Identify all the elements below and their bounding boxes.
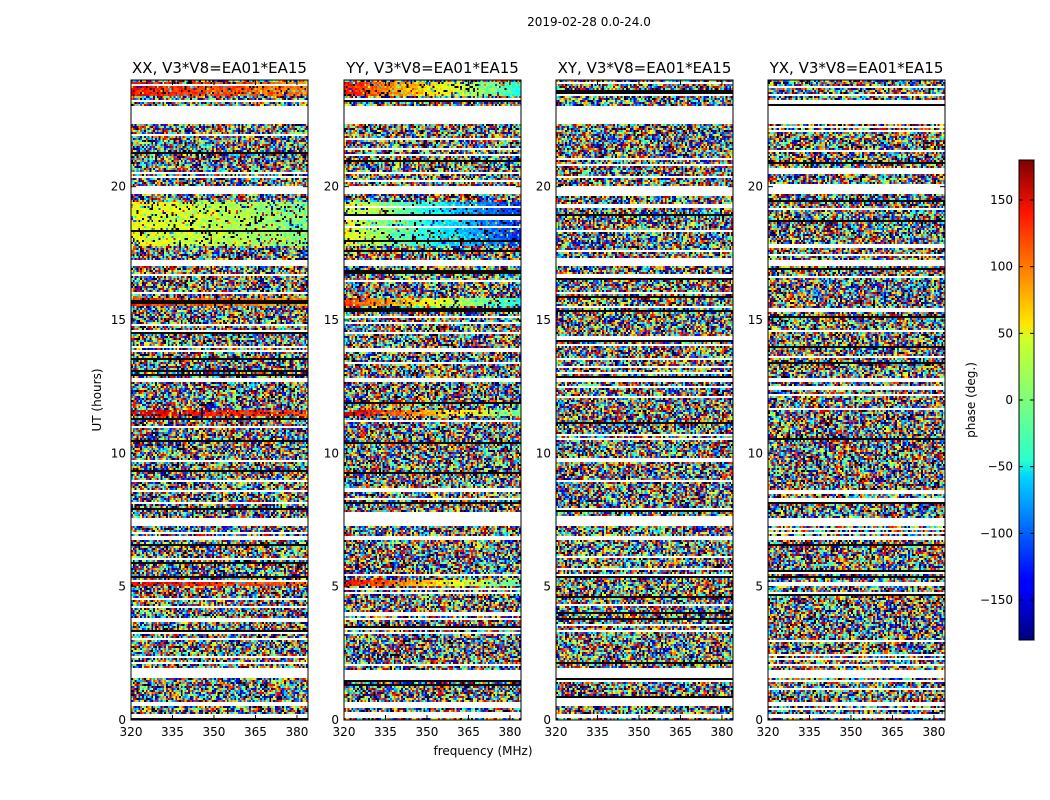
x-tick-label: 380 [710, 725, 733, 739]
panel-yy: YY, V3*V8=EA01*EA15 0 5 10 15 20 320 335 350 365 3… [324, 59, 522, 739]
y-tick-label: 10 [536, 446, 551, 460]
x-tick-label: 335 [798, 725, 821, 739]
heatmap-image [131, 80, 308, 720]
x-tick-label: 365 [457, 725, 480, 739]
panel-title: XY, V3*V8=EA01*EA15 [558, 59, 732, 77]
y-tick-label: 10 [748, 446, 763, 460]
colorbar-tick-label: −50 [988, 460, 1013, 474]
y-tick-label: 20 [748, 180, 763, 194]
x-tick-label: 320 [545, 725, 568, 739]
colorbar-tick-label: 0 [1005, 393, 1013, 407]
panel-frame [343, 79, 522, 721]
heatmap-image [768, 80, 945, 720]
y-tick-label: 0 [331, 713, 339, 727]
y-tick-label: 0 [118, 713, 126, 727]
y-tick-label: 5 [331, 580, 339, 594]
x-tick-label: 365 [669, 725, 692, 739]
x-tick-label: 365 [244, 725, 267, 739]
x-tick-label: 320 [757, 725, 780, 739]
x-tick-label: 365 [881, 725, 904, 739]
x-tick-label: 350 [840, 725, 863, 739]
panel-title: YX, V3*V8=EA01*EA15 [769, 59, 944, 77]
x-tick-label: 350 [628, 725, 651, 739]
panel-frame [767, 79, 946, 721]
y-tick-label: 15 [111, 313, 126, 327]
x-tick-label: 350 [416, 725, 439, 739]
y-tick-label: 20 [111, 180, 126, 194]
colorbar-ticks: 150 100 50 0 −50 −100 −150 [980, 193, 1034, 607]
heatmap-panels: XX, V3*V8=EA01*EA15 0 5 10 15 20 320 335 350 365 3… [111, 59, 946, 739]
panel-frame [555, 79, 734, 721]
heatmap-image [344, 80, 521, 720]
x-tick-label: 335 [374, 725, 397, 739]
panel-title: YY, V3*V8=EA01*EA15 [345, 59, 519, 77]
y-tick-label: 15 [536, 313, 551, 327]
y-tick-label: 10 [111, 446, 126, 460]
x-tick-label: 380 [498, 725, 521, 739]
colorbar-tick-label: 100 [990, 260, 1013, 274]
x-tick-label: 335 [586, 725, 609, 739]
x-tick-label: 380 [922, 725, 945, 739]
panel-xx: XX, V3*V8=EA01*EA15 0 5 10 15 20 320 335 350 365 3… [111, 59, 309, 739]
y-tick-label: 5 [755, 580, 763, 594]
colorbar-tick-label: 150 [990, 193, 1013, 207]
y-tick-label: 5 [118, 580, 126, 594]
x-tick-label: 320 [333, 725, 356, 739]
x-tick-label: 320 [120, 725, 143, 739]
y-tick-label: 20 [536, 180, 551, 194]
y-axis-label: UT (hours) [90, 368, 104, 431]
colorbar-tick-label: −100 [980, 526, 1013, 540]
y-tick-label: 0 [543, 713, 551, 727]
y-tick-label: 15 [748, 313, 763, 327]
x-tick-label: 350 [203, 725, 226, 739]
heatmap-image [556, 80, 733, 720]
y-tick-label: 5 [543, 580, 551, 594]
x-tick-label: 380 [285, 725, 308, 739]
y-tick-label: 15 [324, 313, 339, 327]
panel-yx: YX, V3*V8=EA01*EA15 0 5 10 15 20 320 335 350 365 3… [748, 59, 946, 739]
colorbar-tick-label: 50 [998, 326, 1013, 340]
y-tick-label: 0 [755, 713, 763, 727]
panel-xy: XY, V3*V8=EA01*EA15 0 5 10 15 20 320 335 350 365 3… [536, 59, 734, 739]
panel-frame [130, 79, 309, 721]
figure-title: 2019-02-28 0.0-24.0 [527, 15, 651, 29]
x-tick-label: 335 [161, 725, 184, 739]
y-tick-label: 20 [324, 180, 339, 194]
colorbar: 150 100 50 0 −50 −100 −150 phase (deg.) [964, 159, 1035, 641]
colorbar-tick-label: −150 [980, 593, 1013, 607]
x-axis-label: frequency (MHz) [433, 744, 532, 758]
y-tick-label: 10 [324, 446, 339, 460]
colorbar-label: phase (deg.) [964, 362, 978, 438]
panel-title: XX, V3*V8=EA01*EA15 [132, 59, 307, 77]
